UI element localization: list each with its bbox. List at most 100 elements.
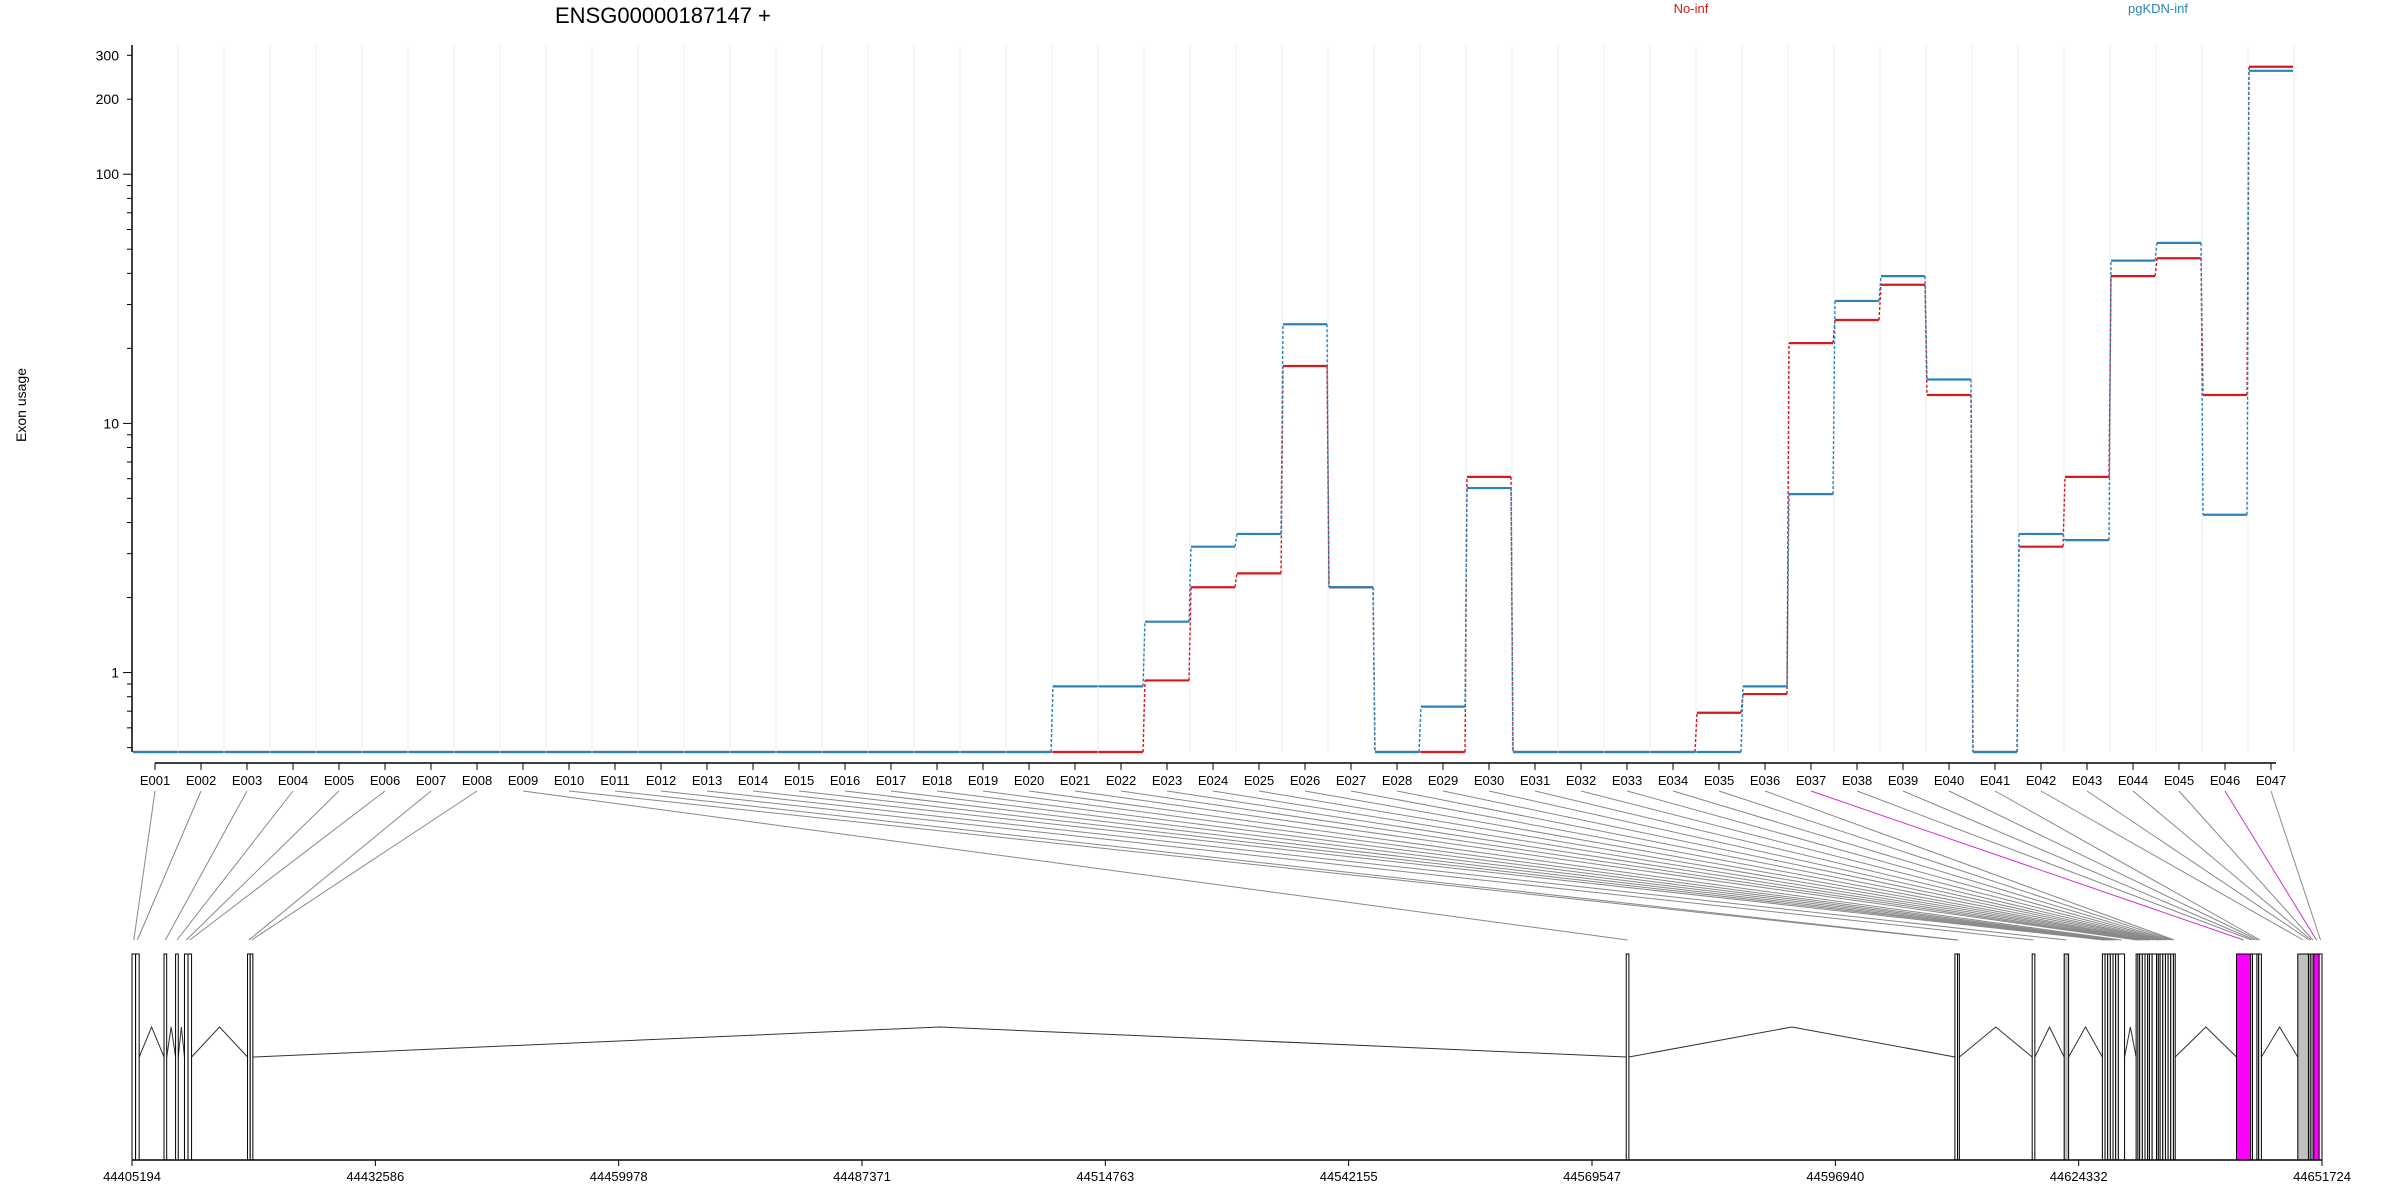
exon-connector xyxy=(522,790,1628,941)
exon-connector xyxy=(660,790,2034,941)
exon-box xyxy=(2172,953,2176,1161)
x-tick-label: E007 xyxy=(416,773,446,788)
x-tick-label: E028 xyxy=(1382,773,1412,788)
series-step xyxy=(1740,686,1744,753)
x-tick-label: E011 xyxy=(600,773,629,788)
exon-connector xyxy=(1212,790,2144,941)
x-tick-label: E015 xyxy=(784,773,814,788)
x-tick-label: E014 xyxy=(738,773,768,788)
x-tick-label: E012 xyxy=(646,773,676,788)
x-tick-label: E004 xyxy=(278,773,308,788)
intron-line xyxy=(1959,1026,2033,1058)
exon-box xyxy=(2297,953,2309,1161)
series-step xyxy=(1326,324,1330,588)
x-tick-label: E030 xyxy=(1474,773,1504,788)
series-step xyxy=(2108,260,2112,541)
plot-grid xyxy=(131,45,2295,752)
exon-connector xyxy=(1534,790,2162,941)
exon-box xyxy=(2258,953,2262,1161)
exon-box xyxy=(2318,953,2323,1161)
legend-entry-pgkdn-inf: pgKDN-inf xyxy=(2128,1,2188,16)
x-tick-label: E031 xyxy=(1520,773,1550,788)
x-tick-label: E025 xyxy=(1244,773,1274,788)
legend-entry-no-inf: No-inf xyxy=(1674,1,1709,16)
intron-line xyxy=(2260,1026,2299,1058)
x-tick-label: E009 xyxy=(508,773,538,788)
series-step xyxy=(1786,494,1790,687)
exon-connector xyxy=(133,790,156,941)
series-step xyxy=(2154,242,2158,261)
y-axis-label: Exon usage xyxy=(13,368,29,442)
intron-line xyxy=(1628,1026,1955,1058)
x-tick-label: E003 xyxy=(232,773,262,788)
exon-connector xyxy=(1120,790,2139,941)
series-step xyxy=(1142,621,1146,687)
exon-box xyxy=(187,953,193,1161)
exon-box xyxy=(2031,953,2036,1161)
exon-connector xyxy=(798,790,2107,941)
intron-line xyxy=(177,1026,185,1058)
x-tick-label: E019 xyxy=(968,773,998,788)
series-step xyxy=(2200,258,2204,396)
x-tick-label: E027 xyxy=(1336,773,1366,788)
series-step xyxy=(2246,70,2250,515)
exon-connector xyxy=(1580,790,2165,941)
x-tick-label: E033 xyxy=(1612,773,1642,788)
x-tick-label: E037 xyxy=(1796,773,1826,788)
x-tick-label: E026 xyxy=(1290,773,1320,788)
exon-connector xyxy=(706,790,2067,941)
intron-line xyxy=(138,1025,165,1058)
exon-box xyxy=(183,953,189,1161)
exon-connector xyxy=(1672,790,2170,941)
exon-box xyxy=(2151,953,2158,1161)
exon-box xyxy=(249,953,254,1161)
exon-connector xyxy=(176,790,294,941)
x-tick-label: E045 xyxy=(2164,773,2194,788)
legend: No-inf pgKDN-inf xyxy=(1674,1,2189,16)
exon-box xyxy=(2313,953,2320,1161)
series-lines xyxy=(133,65,2293,754)
exon-connector xyxy=(844,790,2110,941)
x-tick-label: E024 xyxy=(1198,773,1228,788)
intron-line xyxy=(191,1026,248,1058)
exon-connector xyxy=(189,790,386,941)
series-step xyxy=(1694,712,1698,753)
series-step xyxy=(1970,379,1974,753)
series-step xyxy=(2062,533,2066,541)
exon-box xyxy=(2117,953,2126,1161)
exon-connector xyxy=(251,790,478,941)
exon-connector xyxy=(1074,790,2138,941)
genomic-tick-label: 44514763 xyxy=(1076,1169,1134,1184)
exon-connector-lines xyxy=(133,790,2322,941)
genomic-tick-label: 44542155 xyxy=(1320,1169,1378,1184)
x-tick-label: E035 xyxy=(1704,773,1734,788)
y-tick-label: 10 xyxy=(103,415,119,431)
exon-connector xyxy=(1764,790,2175,941)
exon-connector xyxy=(1166,790,2142,941)
exon-box xyxy=(131,953,137,1161)
genomic-coordinate-axis: 44405194 44432586 44459978 44487371 44514763… xyxy=(103,1159,2351,1184)
exon-connector xyxy=(2224,790,2317,941)
exon-connector xyxy=(1350,790,2151,941)
series-step xyxy=(2200,242,2204,515)
series-step xyxy=(1740,693,1744,713)
series-step xyxy=(1786,343,1790,695)
genomic-tick-label: 44569547 xyxy=(1563,1169,1621,1184)
x-tick-label: E034 xyxy=(1658,773,1688,788)
x-tick-label: E040 xyxy=(1934,773,1964,788)
exon-connector xyxy=(1304,790,2149,941)
x-tick-label: E036 xyxy=(1750,773,1780,788)
exon-connector xyxy=(1718,790,2173,941)
exon-box xyxy=(2236,953,2252,1161)
x-tick-label: E020 xyxy=(1014,773,1044,788)
x-tick-label: E005 xyxy=(324,773,354,788)
x-tick-label: E001 xyxy=(140,773,170,788)
exon-connector xyxy=(2040,790,2304,941)
exon-connector xyxy=(136,790,202,941)
exon-connector xyxy=(1396,790,2155,941)
x-tick-label: E042 xyxy=(2026,773,2056,788)
series-step xyxy=(1234,533,1238,547)
x-tick-label: E032 xyxy=(1566,773,1596,788)
x-tick-label: E008 xyxy=(462,773,492,788)
